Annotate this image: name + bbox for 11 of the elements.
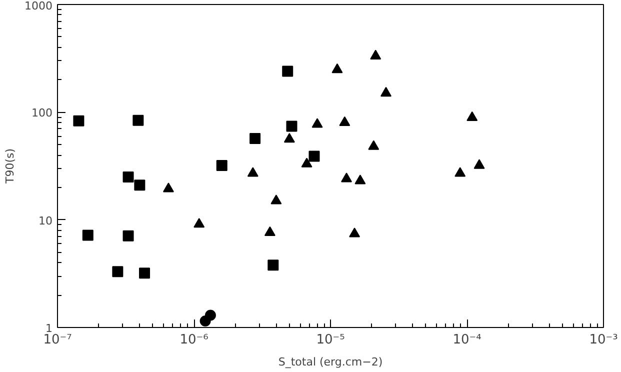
x-tick-label: 10⁻³ — [589, 332, 618, 348]
y-tick-label: 100 — [32, 106, 53, 120]
y-tick-label: 1000 — [24, 0, 53, 12]
x-tick-label: 10⁻⁶ — [180, 332, 208, 348]
y-tick-label: 1 — [46, 322, 52, 335]
y-tick-label: 10 — [38, 214, 53, 228]
x-tick-label: 10⁻⁷ — [43, 332, 72, 348]
x-tick-label: 10⁻⁵ — [316, 332, 345, 348]
x-axis-title: S_total (erg.cm−2) — [278, 356, 383, 368]
y-axis-title: T90(s) — [4, 148, 17, 185]
x-tick-label: 10⁻⁴ — [452, 332, 482, 348]
